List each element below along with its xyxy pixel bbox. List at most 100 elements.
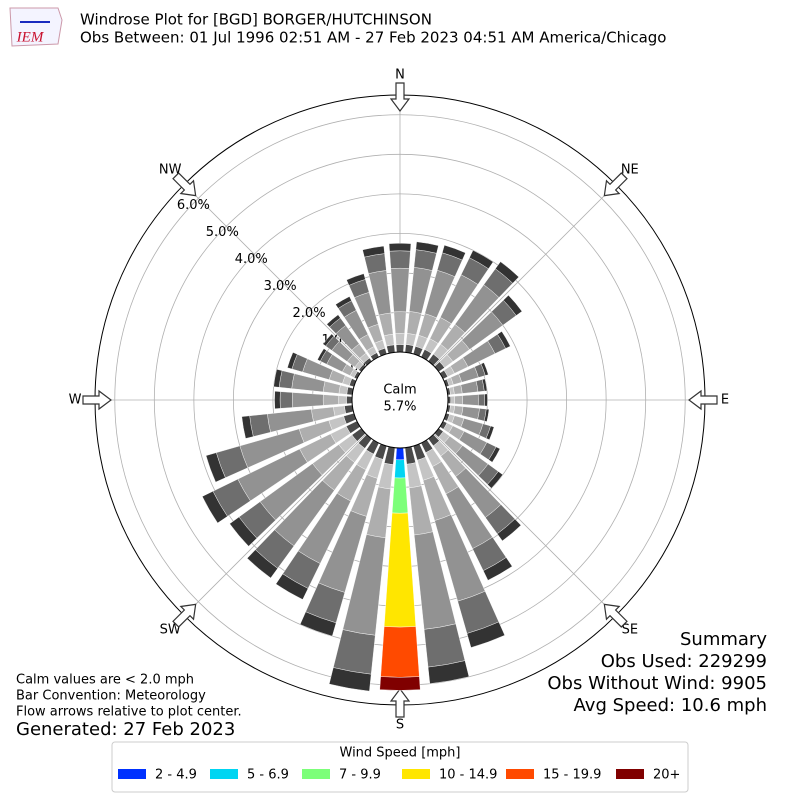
wind-bar-segment (333, 405, 346, 417)
grid-spoke (184, 184, 367, 367)
wind-bar-segment (495, 261, 520, 284)
wind-bar-segment (482, 557, 513, 581)
calm-label: Calm (383, 383, 416, 398)
wind-bar-segment (338, 384, 349, 395)
y-tick-label: 3.0% (264, 279, 297, 294)
wind-bar-segment (241, 415, 254, 439)
wind-bar-segment (395, 344, 405, 353)
wind-bar-segment (393, 311, 407, 334)
wind-bar-segment (441, 244, 466, 261)
wind-bar-segment (364, 253, 387, 274)
wind-bar-segment (454, 395, 463, 405)
summary-title: Summary (680, 629, 767, 650)
flow-arrow-shape (603, 603, 628, 628)
flow-arrow-shape (688, 389, 718, 411)
legend-swatch (302, 769, 330, 779)
wind-bar-segment (311, 406, 336, 422)
wind-bar-segment (484, 393, 488, 407)
legend-box (111, 741, 689, 793)
wind-bar-segment (483, 408, 490, 422)
y-tick-label: 5.0% (206, 225, 239, 240)
grid-spoke (184, 433, 367, 616)
note: Bar Convention: Meteorology (16, 689, 206, 704)
wind-bar-segment (406, 311, 422, 336)
wind-bar-segment (362, 245, 385, 258)
wind-bar-segment (346, 273, 366, 286)
direction-label: N (395, 68, 405, 83)
legend-label: 7 - 9.9 (339, 768, 381, 783)
direction-label: E (721, 393, 729, 408)
wind-bar-segment (249, 413, 271, 437)
grid-spoke (433, 184, 616, 367)
direction-label: W (69, 393, 82, 408)
logo-shape (9, 7, 63, 47)
wind-bar-segment (485, 425, 495, 441)
direction-label: S (396, 718, 404, 733)
wind-bar-segment (453, 405, 464, 416)
summary-line: Avg Speed: 10.6 mph (574, 695, 767, 716)
wind-bar-segment (383, 333, 395, 347)
wind-bar-segment (482, 378, 488, 392)
direction-label: NW (159, 163, 182, 178)
legend-swatch (506, 769, 534, 779)
chart-title: Windrose Plot for [BGD] BORGER/HUTCHINSO… (80, 11, 432, 29)
calm-circle (351, 351, 449, 449)
wind-bar-segment (469, 249, 494, 270)
y-tick-label: 2.0% (293, 306, 326, 321)
note: Flow arrows relative to plot center. (16, 705, 242, 720)
wind-bar-segment (202, 490, 228, 524)
flow-arrow (389, 82, 411, 112)
plot: NNEESESSWWNW0.0%1.0%2.0%3.0%4.0%5.0%6.0% (69, 68, 730, 733)
wind-bar-segment (390, 267, 410, 313)
wind-bar-segment (487, 471, 504, 489)
wind-bar-segment (383, 512, 417, 628)
wind-bar-segment (389, 250, 411, 269)
wind-bar-segment (275, 573, 309, 600)
summary-line: Obs Without Wind: 9905 (547, 673, 767, 694)
legend-label: 20+ (653, 768, 680, 783)
wind-bar-segment (466, 621, 506, 648)
wind-bar-segment (488, 446, 501, 463)
legend-label: 15 - 19.9 (543, 768, 601, 783)
flow-arrow (688, 389, 718, 411)
wind-bar-segment (478, 393, 485, 407)
wind-bar-segment (496, 518, 522, 542)
flow-arrow (172, 172, 197, 197)
wind-bar-segment (279, 391, 293, 409)
calm-value: 5.7% (383, 400, 416, 415)
wind-bar-segment (450, 395, 455, 405)
wind-bar-segment (287, 352, 298, 370)
legend-swatch (616, 769, 644, 779)
logo: IEM (9, 7, 63, 47)
flow-arrow (82, 389, 112, 411)
direction-label: SW (160, 622, 181, 637)
wind-bar-segment (317, 348, 327, 362)
wind-bar-segment (333, 629, 376, 675)
legend-swatch (118, 769, 146, 779)
wind-bar-segment (273, 369, 283, 388)
wind-bar-segment (322, 333, 335, 347)
y-tick-label: 4.0% (235, 252, 268, 267)
legend-swatch (210, 769, 238, 779)
wind-bar-segment (379, 676, 421, 691)
wind-bar-segment (388, 243, 412, 252)
wind-bar-segment (292, 392, 324, 408)
wind-bar-segment (395, 447, 405, 461)
wind-bar-segment (322, 381, 341, 394)
wind-bar-segment (328, 667, 372, 692)
wind-bar-segment (299, 611, 337, 637)
wind-bar-segment (497, 331, 511, 349)
wind-bar-segment (346, 396, 353, 404)
flow-arrow-shape (172, 603, 197, 628)
wind-bar-segment (503, 294, 523, 316)
flow-arrow-shape (389, 82, 411, 112)
legend-swatch (402, 769, 430, 779)
wind-bar-segment (460, 380, 479, 394)
wind-bar-segment (480, 362, 489, 376)
wind-bar-segment (338, 395, 347, 405)
wind-bar-segment (205, 452, 226, 483)
summary-line: Obs Used: 229299 (601, 651, 767, 672)
wind-bar-segment (405, 333, 417, 346)
wind-bar-segment (229, 516, 258, 547)
